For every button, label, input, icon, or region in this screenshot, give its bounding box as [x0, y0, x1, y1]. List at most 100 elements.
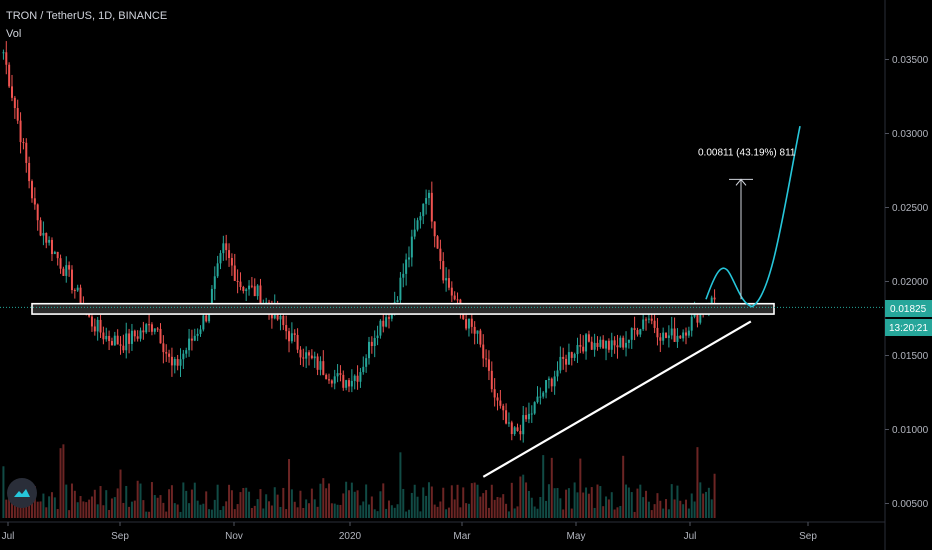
volume-bar	[390, 505, 393, 518]
candle-body	[699, 311, 702, 323]
candle-body	[525, 415, 528, 420]
volume-bar	[96, 504, 99, 518]
volume-bar	[525, 482, 528, 518]
volume-bar	[659, 500, 662, 518]
candle-body	[28, 162, 31, 182]
volume-indicator-label[interactable]: Vol	[6, 28, 22, 40]
candle-body	[25, 142, 28, 163]
candle-body	[250, 285, 253, 287]
candle-body	[150, 324, 153, 332]
candle-body	[133, 330, 136, 337]
symbol-title[interactable]: TRON / TetherUS, 1D, BINANCE	[6, 10, 168, 22]
candle-body	[108, 335, 111, 342]
countdown-badge	[885, 319, 932, 336]
volume-bar	[676, 485, 679, 518]
volume-bar	[485, 490, 488, 518]
candle-body	[550, 378, 553, 387]
candle-body	[502, 405, 505, 411]
y-tick-label: 0.02000	[892, 277, 929, 288]
volume-bar	[447, 507, 450, 518]
volume-bar	[99, 486, 102, 518]
candle-body	[682, 332, 685, 339]
ascending-trendline[interactable]	[482, 320, 752, 478]
volume-bar	[268, 501, 271, 518]
volume-bar	[153, 495, 156, 518]
candle-body	[513, 427, 516, 435]
volume-bar	[590, 487, 593, 518]
candle-body	[399, 277, 402, 301]
volume-bar	[56, 509, 59, 518]
last-price-badge	[885, 300, 932, 317]
volume-bar	[82, 501, 85, 518]
volume-bar	[222, 506, 225, 518]
candle-body	[516, 427, 519, 432]
volume-bar	[665, 499, 668, 518]
candle-body	[59, 258, 62, 269]
candle-body	[62, 268, 65, 276]
candle-body	[302, 357, 305, 359]
volume-bar	[230, 490, 233, 518]
candle-body	[630, 328, 633, 340]
volume-bar	[385, 508, 388, 518]
volume-bar	[467, 503, 470, 518]
candle-body	[336, 373, 339, 377]
volume-bar	[142, 500, 145, 518]
candle-body	[162, 343, 165, 353]
candle-body	[650, 318, 653, 321]
candle-body	[319, 361, 322, 370]
candle-body	[353, 375, 356, 381]
candle-body	[522, 415, 525, 435]
candle-body	[153, 328, 156, 332]
volume-bar	[293, 501, 296, 518]
volume-bar	[33, 486, 36, 518]
candle-body	[33, 198, 36, 205]
volume-bar	[422, 487, 425, 518]
volume-bar	[196, 500, 199, 518]
volume-bar	[185, 490, 188, 518]
candle-body	[119, 344, 122, 346]
time-axis[interactable]: Jul Sep Nov 2020 Mar May Jul Sep	[2, 522, 818, 542]
volume-bar	[419, 511, 422, 518]
candle-body	[30, 181, 33, 199]
volume-bar	[250, 507, 253, 518]
volume-bar	[445, 509, 448, 518]
candle-body	[225, 243, 228, 251]
candle-body	[433, 221, 436, 237]
candle-body	[359, 372, 362, 382]
volume-bar	[90, 496, 93, 518]
candle-body	[190, 338, 193, 341]
volume-bar	[459, 507, 462, 518]
candle-body	[205, 315, 208, 322]
candle-body	[490, 370, 493, 390]
volume-bar	[36, 501, 39, 518]
volume-bar	[456, 484, 459, 518]
volume-bar	[585, 487, 588, 518]
resistance-zone[interactable]	[31, 302, 775, 315]
candle-body	[645, 319, 648, 321]
volume-bar	[145, 511, 148, 518]
candle-body	[310, 355, 313, 359]
tradingview-logo-icon[interactable]	[7, 478, 37, 508]
projection-path[interactable]	[705, 125, 801, 308]
y-tick-label: 0.01500	[892, 351, 929, 362]
volume-bar	[79, 496, 82, 518]
volume-bar	[542, 455, 545, 518]
volume-bar	[345, 481, 348, 518]
volume-bar	[328, 483, 331, 518]
volume-bar	[476, 484, 479, 518]
candle-body	[482, 344, 485, 359]
candle-body	[316, 356, 319, 370]
candle-body	[665, 332, 668, 338]
volume-bar	[530, 497, 533, 518]
volume-bar	[687, 508, 690, 518]
candle-body	[70, 269, 73, 291]
candle-body	[299, 349, 302, 358]
candle-body	[173, 359, 176, 366]
candle-body	[170, 356, 173, 366]
volume-bars	[2, 444, 716, 518]
candle-body	[188, 338, 191, 351]
volume-bar	[199, 504, 202, 518]
candle-body	[10, 86, 13, 98]
price-axis[interactable]: 0.03500 0.03000 0.02500 0.02000 0.01500 0.010…	[885, 55, 929, 510]
